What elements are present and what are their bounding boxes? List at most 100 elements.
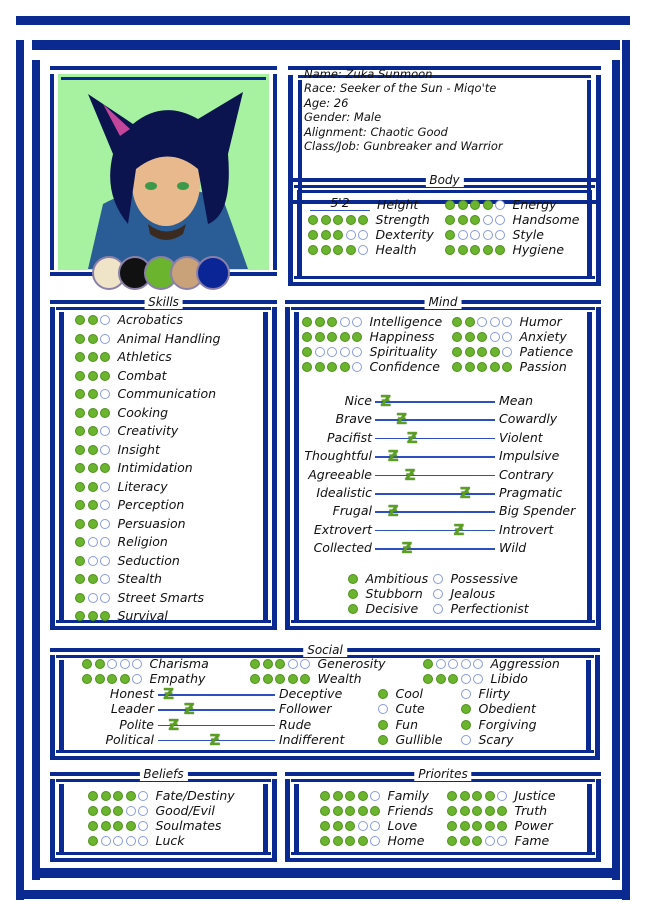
filled-dot-icon: [87, 500, 98, 510]
panel-border: [285, 626, 601, 630]
rating-row: Handsome: [445, 213, 579, 227]
filled-dot-icon: [82, 659, 92, 669]
rating-row: Dexterity: [308, 228, 434, 242]
panel-border: [263, 312, 268, 620]
empty-dot-icon: [358, 230, 368, 240]
skill-row: Communication: [75, 387, 216, 401]
filled-dot-icon: [447, 806, 457, 816]
rating-label: Cute: [395, 701, 425, 717]
rating-label: Health: [375, 242, 417, 257]
filled-dot-icon: [75, 555, 85, 566]
panel-border: [56, 620, 271, 623]
filled-dot-icon: [262, 674, 273, 684]
filled-dot-icon: [333, 215, 343, 225]
filled-dot-icon: [459, 821, 470, 831]
rating-row: Strength: [308, 213, 430, 227]
empty-dot-icon: [502, 317, 512, 327]
empty-dot-icon: [107, 659, 117, 669]
skill-row: Insight: [75, 442, 160, 457]
filled-dot-icon: [472, 791, 482, 801]
filled-dot-icon: [345, 806, 355, 816]
slider-marker-icon: Ƶ: [168, 715, 180, 734]
slider-left-label: Frugal: [332, 503, 372, 519]
rating-label: Aggression: [490, 656, 560, 671]
slider-left-label: Political: [105, 731, 154, 747]
filled-dot-icon: [464, 362, 475, 372]
slider-left-label: Extrovert: [313, 521, 372, 537]
rating-row: Love: [320, 819, 417, 833]
panel-border: [56, 852, 271, 855]
filled-dot-icon: [87, 574, 98, 584]
filled-dot-icon: [119, 674, 130, 684]
info-alignment: Alignment: Chaotic Good: [304, 124, 448, 139]
filled-dot-icon: [308, 230, 318, 240]
empty-dot-icon: [125, 806, 136, 816]
slider-marker-icon: Ƶ: [209, 730, 221, 749]
empty-dot-icon: [314, 347, 325, 357]
empty-dot-icon: [327, 347, 337, 357]
slider-track: [158, 739, 275, 742]
trait-row: Ambitious: [348, 572, 428, 586]
rating-label: Jealous: [450, 586, 496, 601]
empty-dot-icon: [87, 555, 98, 566]
filled-dot-icon: [339, 362, 350, 372]
slider-track: [375, 493, 495, 495]
filled-dot-icon: [470, 245, 480, 255]
info-gender: Gender: Male: [304, 110, 382, 125]
rating-label: Possessive: [450, 571, 519, 586]
rating-label: Street Smarts: [117, 589, 205, 605]
panel-border: [50, 858, 277, 862]
filled-dot-icon: [75, 481, 85, 492]
filled-dot-icon: [75, 537, 85, 547]
trait-row: Decisive: [348, 602, 418, 616]
skills-title: Skills: [144, 295, 183, 309]
skill-row: Street Smarts: [75, 589, 205, 605]
rating-label: Perfectionist: [450, 601, 529, 616]
filled-dot-icon: [100, 463, 110, 473]
panel-border: [294, 276, 595, 279]
rating-label: Cool: [395, 686, 424, 701]
empty-dot-icon: [495, 230, 505, 240]
rating-label: Creativity: [117, 423, 179, 438]
slider-left-label: Collected: [313, 540, 372, 556]
filled-dot-icon: [100, 407, 110, 418]
empty-dot-icon: [100, 592, 110, 603]
empty-dot-icon: [497, 836, 507, 846]
filled-dot-icon: [107, 674, 117, 684]
panel-border: [596, 185, 601, 283]
empty-dot-icon: [138, 821, 148, 831]
filled-dot-icon: [378, 719, 388, 730]
slider-right-label: Mean: [499, 393, 534, 408]
slider-left-label: Brave: [335, 411, 372, 427]
rating-label: Fame: [514, 833, 550, 848]
empty-dot-icon: [352, 347, 362, 357]
rating-row: Truth: [447, 804, 547, 818]
panel-border: [291, 620, 595, 623]
empty-dot-icon: [138, 806, 148, 816]
filled-dot-icon: [75, 333, 85, 344]
filled-dot-icon: [287, 674, 298, 684]
filled-dot-icon: [457, 215, 468, 225]
rating-label: Empathy: [149, 671, 206, 686]
empty-dot-icon: [482, 230, 493, 240]
trait-row: Gullible: [378, 732, 443, 747]
rating-label: Religion: [117, 534, 168, 549]
empty-dot-icon: [460, 674, 471, 684]
filled-dot-icon: [75, 426, 85, 436]
filled-dot-icon: [320, 806, 330, 816]
rating-row: Fame: [447, 834, 549, 848]
rating-row: Energy: [445, 198, 556, 212]
color-swatch: [196, 256, 230, 290]
panel-border: [294, 312, 299, 620]
empty-dot-icon: [100, 333, 110, 344]
rating-row: Fate/Destiny: [88, 789, 235, 803]
trait-row: Cute: [378, 702, 425, 716]
filled-dot-icon: [75, 574, 85, 584]
rating-row: Good/Evil: [88, 804, 215, 818]
slider-right-label: Introvert: [499, 521, 554, 537]
rating-label: Confidence: [369, 359, 440, 374]
social-title: Social: [303, 643, 347, 657]
filled-dot-icon: [482, 245, 493, 255]
filled-dot-icon: [357, 836, 368, 846]
rating-row: Empathy: [82, 672, 205, 686]
